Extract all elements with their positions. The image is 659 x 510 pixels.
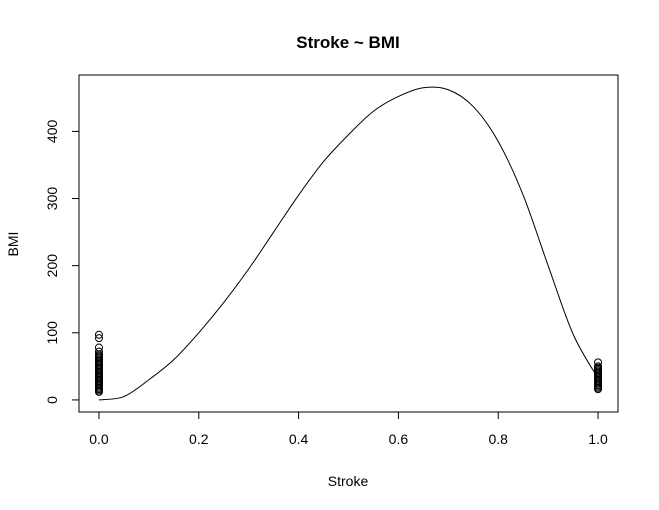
x-tick-label: 0.4: [289, 431, 309, 447]
y-tick-label: 200: [44, 254, 60, 278]
data-marks: [94, 86, 603, 401]
data-point: [94, 334, 103, 343]
x-tick-label: 0.8: [488, 431, 508, 447]
data-point: [594, 385, 603, 394]
x-tick-label: 0.6: [389, 431, 409, 447]
y-tick-label: 300: [44, 187, 60, 211]
y-tick-label: 0: [44, 396, 60, 404]
x-tick-label: 0.2: [189, 431, 209, 447]
chart-title: Stroke ~ BMI: [296, 33, 399, 52]
data-point: [94, 343, 103, 352]
y-axis: 0 100 200 300 400: [44, 119, 80, 404]
y-tick-label: 100: [44, 321, 60, 345]
data-point: [94, 330, 103, 339]
y-tick-label: 400: [44, 119, 60, 143]
x-tick-label: 1.0: [588, 431, 608, 447]
x-tick-label: 0.0: [89, 431, 109, 447]
x-axis: 0.0 0.2 0.4 0.6 0.8 1.0: [89, 411, 608, 447]
data-point: [94, 387, 103, 396]
fitted-curve: [98, 86, 599, 401]
y-axis-label: BMI: [5, 232, 21, 257]
x-axis-label: Stroke: [328, 473, 369, 489]
plot-frame: [78, 74, 619, 413]
